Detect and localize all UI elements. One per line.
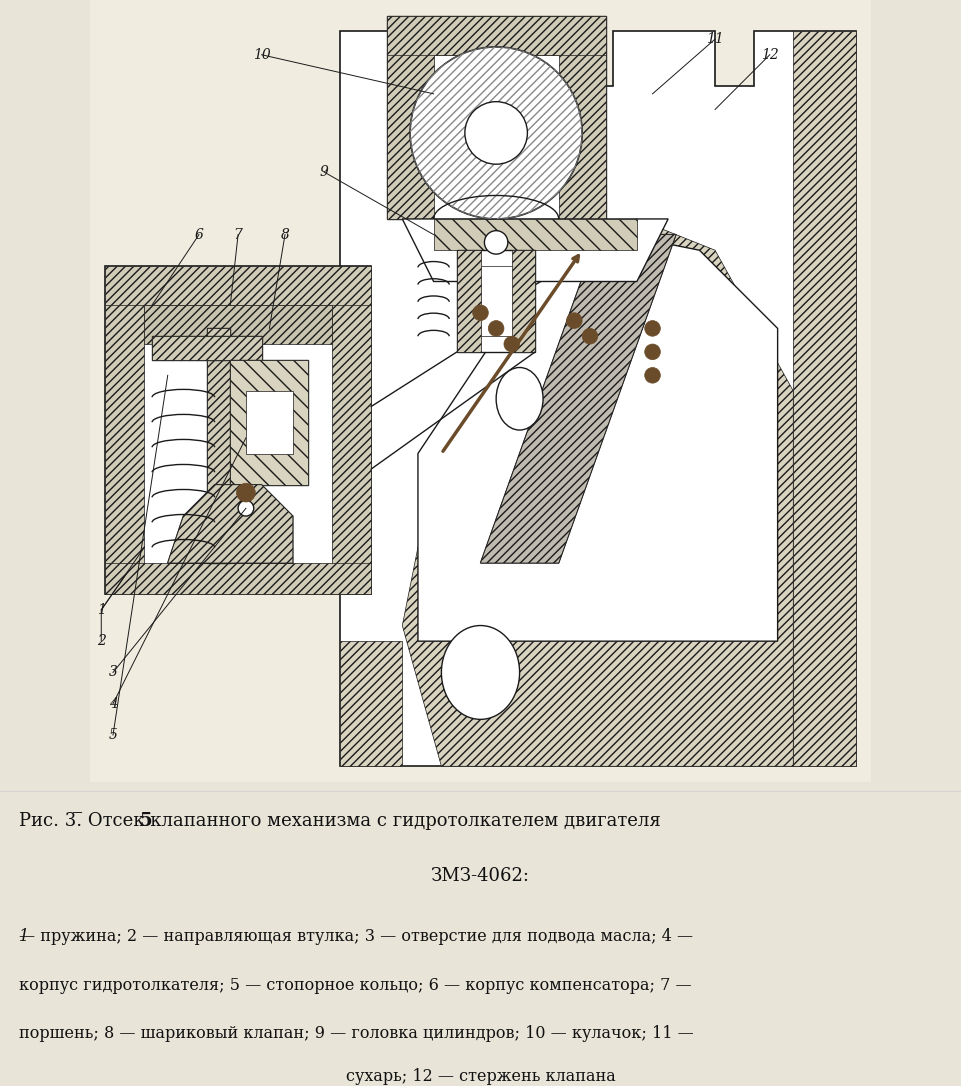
Ellipse shape <box>496 367 543 430</box>
Polygon shape <box>168 484 293 563</box>
Text: корпус гидротолкателя; 5 — стопорное кольцо; 6 — корпус компенсатора; 7 —: корпус гидротолкателя; 5 — стопорное кол… <box>19 976 692 994</box>
Circle shape <box>645 367 660 383</box>
Text: 1: 1 <box>97 603 106 617</box>
Polygon shape <box>386 15 605 54</box>
Polygon shape <box>457 250 480 352</box>
Polygon shape <box>332 266 371 594</box>
Circle shape <box>465 102 528 164</box>
Text: поршень; 8 — шариковый клапан; 9 — головка цилиндров; 10 — кулачок; 11 —: поршень; 8 — шариковый клапан; 9 — голов… <box>19 1025 694 1043</box>
Polygon shape <box>105 266 371 594</box>
Bar <box>433 24 496 54</box>
Polygon shape <box>793 31 856 767</box>
Text: ЗМЗ-4062:: ЗМЗ-4062: <box>431 867 530 885</box>
Ellipse shape <box>441 626 520 719</box>
Bar <box>231 359 308 484</box>
Text: — пружина; 2 — направляющая втулка; 3 — отверстие для подвода масла; 4 —: — пружина; 2 — направляющая втулка; 3 — … <box>19 927 693 945</box>
Polygon shape <box>231 359 308 484</box>
Polygon shape <box>386 15 605 219</box>
Polygon shape <box>480 235 676 563</box>
Circle shape <box>238 501 254 516</box>
Polygon shape <box>433 219 637 250</box>
Polygon shape <box>418 235 777 641</box>
Circle shape <box>582 328 598 344</box>
Text: 2: 2 <box>97 634 106 648</box>
Text: Рис. 3.̅ Отсек клапанного механизма с гидротолкателем двигателя: Рис. 3.̅ Отсек клапанного механизма с ги… <box>19 812 661 831</box>
Polygon shape <box>340 31 856 767</box>
Circle shape <box>645 320 660 337</box>
Circle shape <box>484 230 507 254</box>
Polygon shape <box>105 563 371 594</box>
Polygon shape <box>152 337 261 359</box>
Polygon shape <box>403 219 668 281</box>
Polygon shape <box>144 305 332 344</box>
Polygon shape <box>340 641 403 767</box>
Polygon shape <box>386 15 433 219</box>
Polygon shape <box>558 15 605 219</box>
Polygon shape <box>403 219 793 767</box>
Bar <box>473 266 520 337</box>
Text: 11: 11 <box>706 33 724 46</box>
Polygon shape <box>105 266 144 594</box>
Text: 9: 9 <box>320 165 329 179</box>
Text: 7: 7 <box>234 228 242 241</box>
Polygon shape <box>480 235 676 563</box>
Circle shape <box>473 305 488 320</box>
Text: 10: 10 <box>253 48 270 62</box>
Bar <box>246 391 293 454</box>
Circle shape <box>488 320 504 337</box>
Text: сухарь; 12 — стержень клапана: сухарь; 12 — стержень клапана <box>346 1068 615 1085</box>
Text: 6: 6 <box>194 228 204 241</box>
Circle shape <box>236 483 256 502</box>
Polygon shape <box>152 337 261 359</box>
Circle shape <box>645 344 660 359</box>
Polygon shape <box>207 328 231 563</box>
Text: 1: 1 <box>19 927 30 945</box>
Text: 3: 3 <box>109 666 117 680</box>
Polygon shape <box>512 250 535 352</box>
Text: 5: 5 <box>109 728 117 742</box>
Polygon shape <box>105 266 371 305</box>
Text: 4: 4 <box>109 697 117 710</box>
Text: 5: 5 <box>139 812 152 831</box>
Bar <box>207 328 231 563</box>
Text: 12: 12 <box>761 48 778 62</box>
Bar <box>457 250 535 352</box>
Circle shape <box>410 47 582 219</box>
Text: 8: 8 <box>281 228 289 241</box>
Bar <box>528 24 590 54</box>
Circle shape <box>567 313 582 328</box>
Circle shape <box>504 337 520 352</box>
Polygon shape <box>168 484 293 563</box>
